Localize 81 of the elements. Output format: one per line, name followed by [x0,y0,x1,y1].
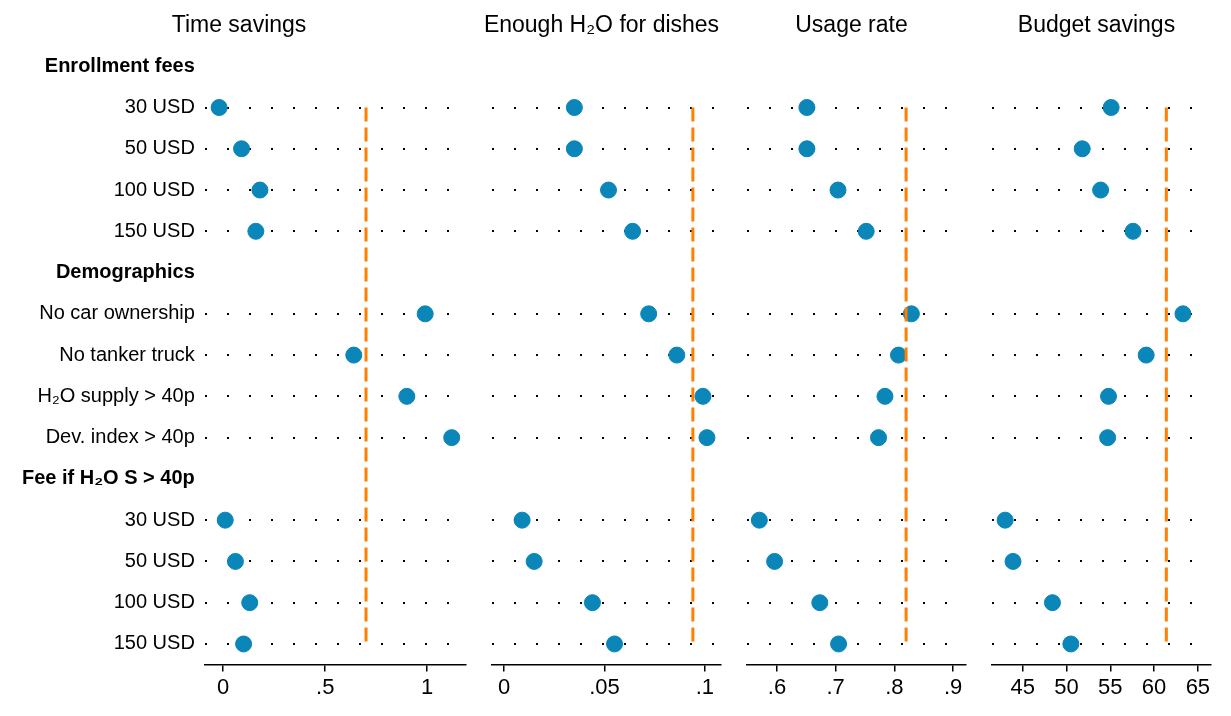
y-tick-label: 100 USD [113,177,195,200]
x-tick-label: 65 [1185,673,1211,699]
point [668,346,686,364]
point [247,222,265,240]
point [694,387,712,405]
x-tick-label: .1 [695,673,715,699]
y-tick-label: Demographics [55,260,195,283]
x-tick-label: 0 [497,673,511,699]
point [600,181,618,199]
point [345,346,363,364]
x-tick-label: .9 [943,673,963,699]
x-tick-label: 55 [1098,673,1123,699]
point [513,511,531,529]
point [889,346,907,364]
point [251,181,269,199]
y-tick-label: Fee if H₂O S > 40p [21,466,195,489]
y-tick-label: 30 USD [124,95,195,118]
point [624,222,642,240]
y-tick-label: 50 USD [124,136,195,159]
y-tick-label: No car ownership [39,301,195,324]
point [996,511,1014,529]
point [1073,140,1091,158]
point [1092,181,1110,199]
point [857,222,875,240]
point [443,429,461,447]
point [1137,346,1155,364]
y-tick-label: Enrollment fees [44,53,195,76]
point [1043,594,1061,612]
point [525,552,543,570]
x-tick-label: .5 [316,673,335,699]
point [830,635,848,653]
y-tick-label: No tanker truck [59,342,196,365]
point [1102,99,1120,116]
x-tick-label: 0 [217,673,230,699]
point [233,140,251,158]
point [698,429,716,447]
point [583,594,601,612]
point [1099,429,1117,447]
point [798,99,816,116]
point [1174,305,1192,323]
point [1004,552,1022,570]
chart-title: Usage rate [795,11,908,38]
y-tick-label: 150 USD [113,218,195,241]
point [1100,387,1118,405]
point [235,635,253,653]
x-tick-label: .05 [589,673,620,699]
y-tick-label: 30 USD [124,507,195,530]
x-tick-label: 50 [1054,673,1079,699]
point [1124,222,1142,240]
point [241,594,259,612]
point [216,511,234,529]
x-tick-label: 1 [421,673,434,699]
point [798,140,816,158]
point [565,99,583,116]
chart-title: Budget savings [1017,11,1176,38]
point [870,429,888,447]
y-tick-label: 100 USD [113,590,195,613]
y-tick-label: H₂O supply > 40p [37,383,195,406]
x-tick-label: .6 [767,673,787,699]
point [1062,635,1080,653]
point [876,387,894,405]
point [565,140,583,158]
point [416,305,434,323]
y-tick-label: 150 USD [113,631,195,654]
point [829,181,847,199]
point [398,387,416,405]
x-tick-label: .7 [826,673,845,699]
point [750,511,768,529]
x-tick-label: 45 [1010,673,1035,699]
y-tick-label: Dev. index > 40p [45,425,195,448]
y-tick-label: 50 USD [124,548,195,571]
point [811,594,829,612]
point [226,552,244,570]
chart-title: Enough H₂O for dishes [483,11,720,38]
chart-title: Time savings [171,11,307,38]
x-tick-label: .8 [885,673,904,699]
x-tick-label: 60 [1141,673,1167,699]
point [640,305,658,323]
point [606,635,624,653]
point [766,552,784,570]
point [210,99,228,116]
